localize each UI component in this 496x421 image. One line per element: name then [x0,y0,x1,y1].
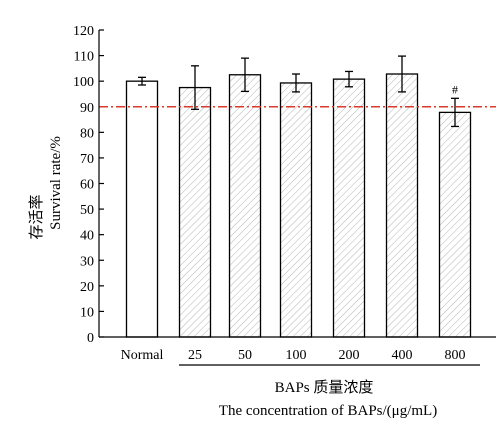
x-tick-label-25: 25 [188,348,202,363]
x-tick-label-400: 400 [392,348,413,363]
y-tick-label-80: 80 [80,126,94,141]
y-tick-label-100: 100 [73,75,94,90]
y-tick-label-60: 60 [80,178,94,193]
x-axis-label-en: The concentration of BAPs/(μg/mL) [219,403,437,419]
y-tick-label-0: 0 [87,331,94,346]
bars-group [125,73,472,338]
y-tick-label-90: 90 [80,101,94,116]
x-tick-label-Normal: Normal [121,348,164,363]
y-tick-label-10: 10 [80,305,94,320]
y-tick-label-50: 50 [80,203,94,218]
y-tick-label-70: 70 [80,152,94,167]
annotations-group: # [452,82,458,96]
bar-Normal [125,80,159,338]
bar-200 [332,78,366,338]
x-axis-ticks: Normal 25 50 100 200 400 800 [121,348,466,363]
x-axis-label-cn: BAPs 质量浓度 [275,379,374,396]
y-tick-label-30: 30 [80,254,94,269]
y-axis-label-en: Survival rate/% [48,136,64,230]
y-tick-label-40: 40 [80,229,94,244]
x-tick-label-50: 50 [238,348,252,363]
y-axis-label-cn: 存活率 [28,194,45,239]
annotation-800: # [452,82,458,96]
y-tick-label-110: 110 [74,50,94,65]
error-bars-group [138,55,459,128]
bar-50 [228,74,262,338]
bar-400 [385,73,419,338]
x-tick-label-800: 800 [445,348,466,363]
bar-25 [178,86,212,338]
y-tick-label-20: 20 [80,280,94,295]
x-tick-label-100: 100 [286,348,307,363]
bar-800 [438,111,472,338]
bar-100 [279,82,313,338]
y-tick-label-120: 120 [73,24,94,39]
x-tick-label-200: 200 [339,348,360,363]
